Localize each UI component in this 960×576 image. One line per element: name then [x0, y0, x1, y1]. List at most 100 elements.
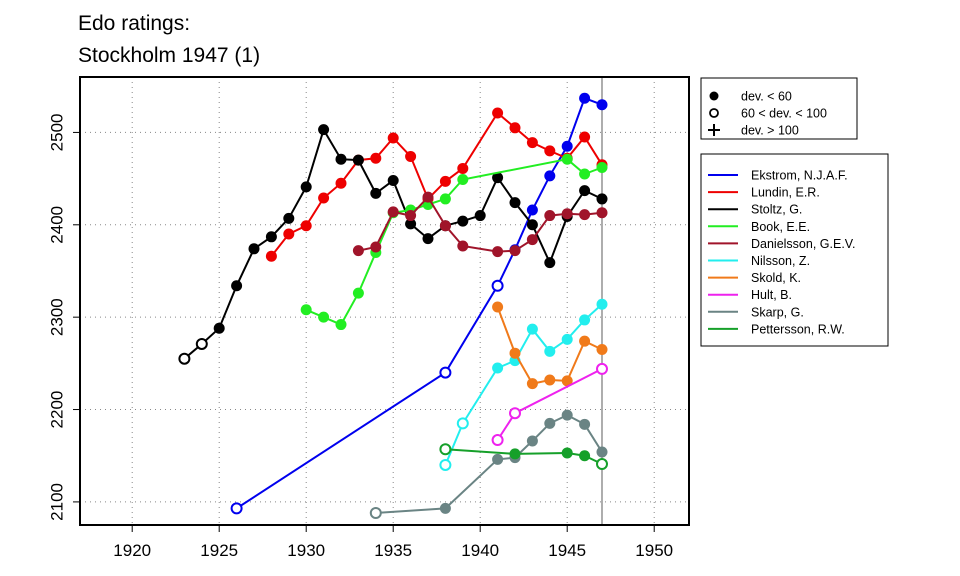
data-point	[579, 209, 591, 221]
series-group	[492, 301, 608, 390]
data-point	[509, 197, 521, 209]
data-point	[492, 107, 504, 119]
data-point	[596, 446, 608, 458]
data-point	[439, 193, 451, 205]
data-point	[491, 434, 504, 447]
data-point	[596, 362, 608, 375]
data-point	[544, 145, 556, 157]
data-point	[579, 92, 591, 104]
data-point	[561, 208, 573, 220]
x-tick-label: 1950	[635, 541, 673, 560]
plot-frame	[79, 76, 690, 526]
data-point	[370, 187, 382, 199]
data-point	[526, 435, 538, 447]
data-point	[231, 280, 243, 292]
x-tick-label: 1930	[287, 541, 325, 560]
data-point	[509, 407, 521, 420]
data-point	[596, 162, 608, 174]
data-point	[491, 279, 504, 292]
data-point	[370, 152, 382, 164]
data-point	[509, 448, 521, 460]
data-point	[509, 122, 521, 134]
series-legend-box	[700, 153, 889, 347]
series-legend: Ekstrom, N.J.A.F. Lundin, E.R. Stoltz, G. B…	[700, 153, 889, 347]
series-group	[439, 443, 608, 471]
x-tick-label: 1945	[548, 541, 586, 560]
data-point	[596, 343, 608, 355]
series-legend-label: Nilsson, Z.	[751, 254, 810, 268]
data-point	[561, 153, 573, 165]
y-tick-label: 2400	[47, 206, 66, 244]
data-point	[439, 502, 451, 514]
series-legend-label: Skarp, G.	[751, 305, 804, 319]
data-point	[352, 154, 364, 166]
series-legend-label: Ekstrom, N.J.A.F.	[751, 169, 848, 183]
series-legend-label: Pettersson, R.W.	[751, 322, 845, 336]
data-point	[265, 231, 277, 243]
data-point	[579, 185, 591, 197]
data-point	[300, 181, 312, 193]
data-point	[456, 417, 469, 430]
data-point	[561, 375, 573, 387]
data-point	[387, 132, 399, 144]
data-point	[422, 191, 434, 203]
x-tick-label: 1920	[113, 541, 151, 560]
y-tick-label: 2500	[47, 114, 66, 152]
data-point	[439, 366, 452, 379]
data-point	[526, 137, 538, 149]
data-point	[283, 212, 295, 224]
data-point	[439, 443, 452, 456]
data-point	[579, 335, 591, 347]
data-point	[335, 177, 347, 189]
y-axis: 2100 2200 2300 2400 2500	[47, 114, 80, 521]
data-point	[457, 174, 469, 186]
series-group	[300, 153, 608, 331]
series-group	[439, 298, 608, 471]
data-point	[492, 453, 504, 465]
marker-legend-box	[700, 77, 858, 140]
data-point	[561, 333, 573, 345]
data-point	[352, 245, 364, 257]
data-point	[195, 337, 208, 350]
data-point	[318, 124, 330, 136]
data-point	[526, 378, 538, 390]
data-point	[544, 210, 556, 222]
series-legend-label: Lundin, E.R.	[751, 186, 820, 200]
data-point	[492, 172, 504, 184]
data-point	[544, 170, 556, 182]
data-point	[526, 219, 538, 231]
y-tick-label: 2200	[47, 391, 66, 429]
series-line	[444, 303, 603, 466]
data-point	[579, 314, 591, 326]
data-point	[318, 192, 330, 204]
data-point	[457, 162, 469, 174]
data-point	[230, 502, 243, 515]
series-layer	[178, 92, 608, 519]
data-point	[492, 301, 504, 313]
data-point	[213, 322, 225, 334]
x-axis: 1920 1925 1930 1935 1940 1945 1950	[113, 525, 673, 560]
data-point	[422, 233, 434, 245]
plus-icon	[708, 124, 720, 136]
data-point	[596, 207, 608, 219]
data-point	[439, 175, 451, 187]
data-point	[509, 347, 521, 359]
data-point	[579, 450, 591, 462]
data-point	[300, 220, 312, 232]
series-group	[352, 191, 608, 258]
data-point	[544, 374, 556, 386]
series-group	[178, 124, 608, 365]
data-point	[509, 245, 521, 257]
data-point	[544, 257, 556, 269]
data-point	[526, 234, 538, 246]
chart-title-line-1: Edo ratings:	[78, 12, 190, 35]
series-legend-label: Book, E.E.	[751, 220, 810, 234]
series-group	[265, 107, 608, 262]
marker-legend-label: dev. > 100	[741, 124, 799, 138]
series-legend-label: Stoltz, G.	[751, 203, 802, 217]
series-group	[369, 409, 608, 519]
data-point	[579, 168, 591, 180]
data-point	[300, 304, 312, 316]
data-point	[178, 352, 191, 365]
data-point	[457, 215, 469, 227]
